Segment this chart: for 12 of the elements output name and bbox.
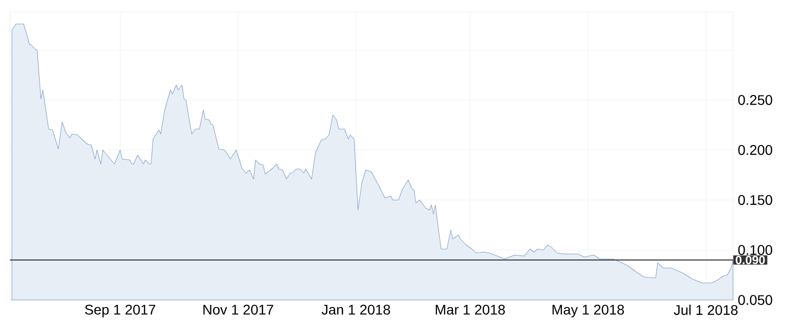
- y-tick-label: 0.100: [738, 245, 772, 255]
- y-tick-label: 0.050: [738, 295, 772, 305]
- x-tick-label: Nov 1 2017: [203, 304, 274, 315]
- x-tick-label: Mar 1 2018: [436, 304, 505, 315]
- x-tick-label: May 1 2018: [552, 304, 624, 318]
- y-tick-label: 0.150: [738, 195, 772, 205]
- x-tick-label: Sep 1 2017: [85, 304, 156, 318]
- y-tick-label: 0.250: [738, 95, 772, 105]
- y-tick-label: 0.200: [738, 145, 772, 155]
- ref-line-label: 0.090: [736, 256, 765, 264]
- x-tick-label: Jul 1 2018: [674, 304, 738, 315]
- x-tick-label: Jan 1 2018: [322, 304, 390, 315]
